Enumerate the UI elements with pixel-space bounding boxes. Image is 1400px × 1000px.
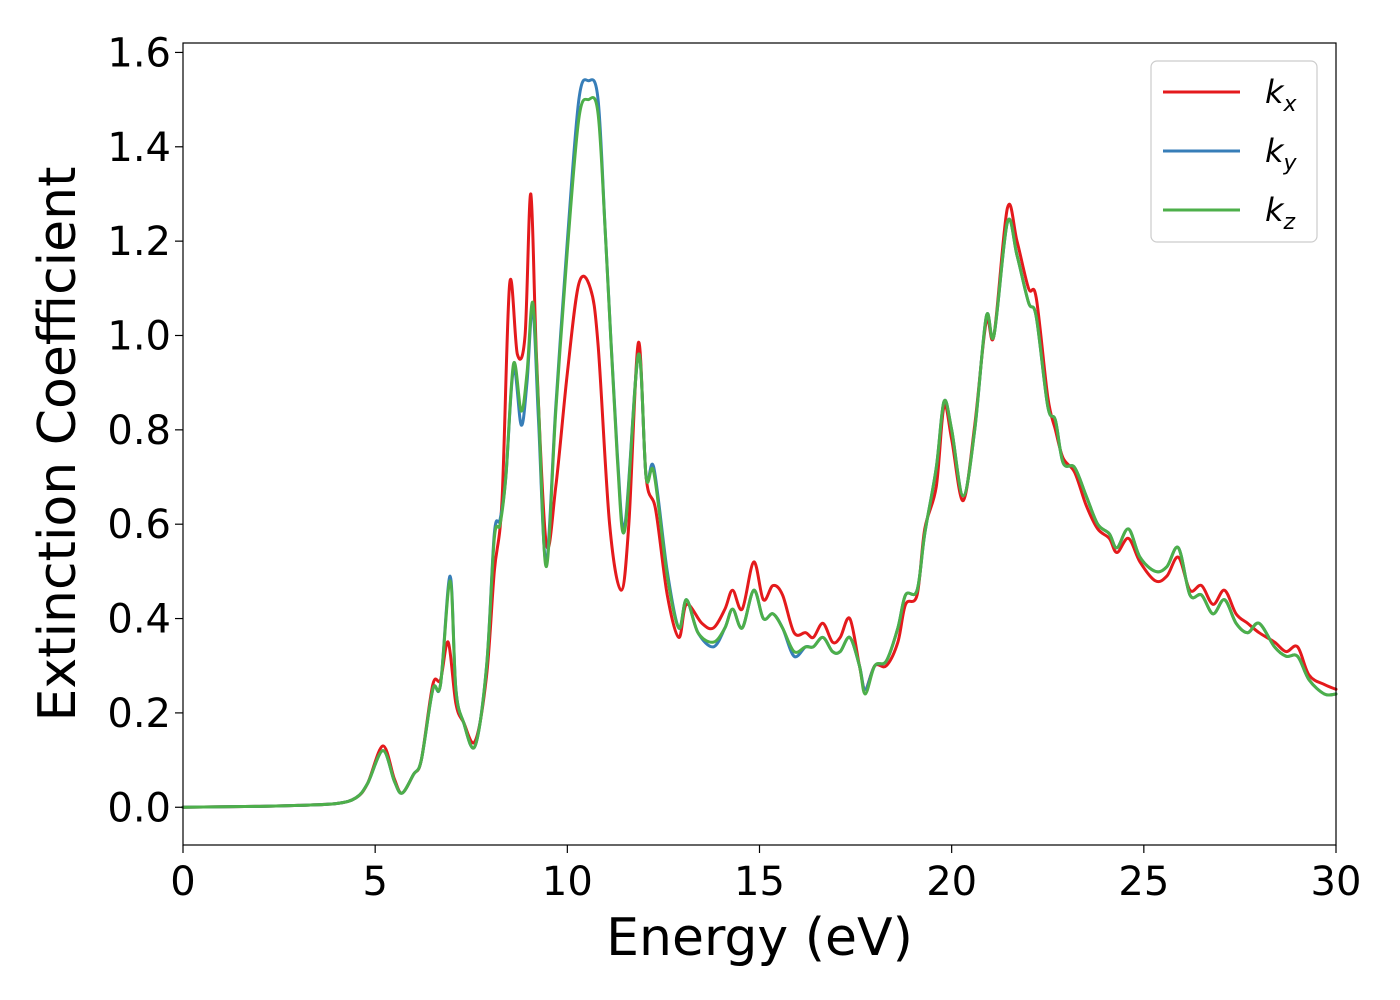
- x-tick-label: 10: [542, 859, 593, 905]
- x-tick-label: 0: [170, 859, 195, 905]
- y-tick-label: 1.2: [107, 219, 171, 265]
- series-line-z: [181, 96, 1338, 809]
- x-tick-label: 20: [926, 859, 977, 905]
- y-axis: 0.0 0.2 0.4 0.6 0.8 1.0 1.2 1.4 1.6: [107, 30, 183, 831]
- series-layer: [181, 78, 1338, 809]
- legend-label-y: ky: [1265, 132, 1298, 176]
- x-axis: 0 5 10 15 20 25 30: [170, 845, 1361, 905]
- x-tick-label: 5: [362, 859, 387, 905]
- y-axis-title: Extinction Coefficient: [28, 167, 88, 722]
- y-tick-label: 1.0: [107, 313, 171, 359]
- legend-label-z: kz: [1265, 191, 1296, 235]
- y-tick-label: 0.2: [107, 691, 171, 737]
- y-tick-label: 0.4: [107, 597, 171, 643]
- x-tick-label: 15: [734, 859, 785, 905]
- legend-label-x: kx: [1265, 73, 1298, 117]
- x-axis-title: Energy (eV): [606, 908, 913, 968]
- y-tick-label: 1.4: [107, 125, 171, 171]
- y-tick-label: 0.0: [107, 785, 171, 831]
- legend: kx ky kz: [1150, 60, 1318, 243]
- x-tick-label: 30: [1311, 859, 1362, 905]
- x-tick-label: 25: [1118, 859, 1169, 905]
- y-tick-label: 0.8: [107, 408, 171, 454]
- y-tick-label: 1.6: [107, 30, 171, 76]
- y-tick-label: 0.6: [107, 502, 171, 548]
